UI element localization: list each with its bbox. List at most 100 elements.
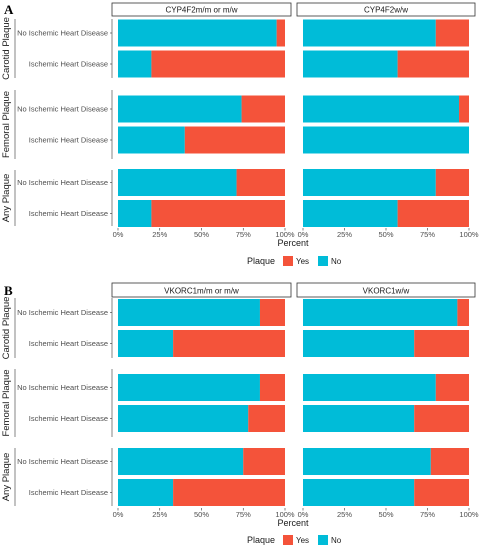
- legend-swatch-0-no: [318, 256, 328, 266]
- bar-yes-0-0-1-0: [241, 95, 285, 123]
- bar-no-0-1-1-1: [303, 126, 469, 154]
- bar-no-1-1-2-0: [303, 448, 431, 475]
- bar-yes-1-0-0-0: [259, 299, 285, 326]
- legend-label-0-yes: Yes: [296, 257, 309, 266]
- x-tick-label-0-0-4: 100%: [275, 230, 295, 239]
- x-tick-label-1-0-3: 75%: [236, 510, 251, 519]
- bar-yes-1-1-0-1: [414, 330, 469, 357]
- row-label-1-1-0: No Ischemic Heart Disease: [17, 383, 108, 392]
- bar-yes-1-0-2-1: [173, 479, 285, 506]
- x-tick-label-1-0-2: 50%: [194, 510, 209, 519]
- legend-label-1-yes: Yes: [296, 536, 309, 545]
- bar-yes-0-1-2-0: [435, 169, 469, 196]
- bar-yes-1-0-1-0: [259, 374, 285, 401]
- x-tick-label-1-1-3: 75%: [420, 510, 435, 519]
- bar-yes-1-1-1-0: [435, 374, 469, 401]
- facet-strip-1-1: [296, 282, 476, 298]
- row-label-1-0-0: No Ischemic Heart Disease: [17, 308, 108, 317]
- row-label-1-0-1: Ischemic Heart Disease: [29, 339, 108, 348]
- legend-label-0-no: No: [331, 257, 342, 266]
- facet-title-0-1: CYP4F2w/w: [364, 6, 408, 15]
- x-tick-label-0-1-3: 75%: [420, 230, 435, 239]
- facet-strip-0-0: [111, 2, 292, 17]
- bar-no-1-0-2-0: [118, 448, 244, 475]
- row-label-0-2-0: No Ischemic Heart Disease: [17, 178, 108, 187]
- bar-yes-0-0-2-1: [151, 200, 285, 227]
- bar-yes-0-1-2-1: [397, 200, 469, 227]
- bar-no-0-1-2-1: [303, 200, 398, 227]
- bar-no-1-0-0-0: [118, 299, 260, 326]
- x-axis-title-0: Percent: [277, 238, 309, 248]
- bar-no-0-1-2-0: [303, 169, 436, 196]
- row-label-0-1-1: Ischemic Heart Disease: [29, 136, 108, 145]
- facet-strip-0-1: [296, 2, 476, 17]
- legend-swatch-1-no: [318, 535, 328, 545]
- group-label-1-1: Femoral Plaque: [1, 369, 12, 436]
- row-label-0-1-0: No Ischemic Heart Disease: [17, 105, 108, 114]
- facet-title-0-0: CYP4F2m/m or m/w: [165, 6, 237, 15]
- x-tick-label-0-0-2: 50%: [194, 230, 209, 239]
- bar-no-1-1-0-0: [303, 299, 458, 326]
- x-tick-label-0-1-0: 0%: [298, 230, 309, 239]
- bar-no-1-0-2-1: [118, 479, 174, 506]
- row-label-0-0-1: Ischemic Heart Disease: [29, 60, 108, 69]
- x-tick-label-1-1-4: 100%: [459, 510, 479, 519]
- row-label-0-0-0: No Ischemic Heart Disease: [17, 29, 108, 38]
- bar-no-1-0-1-1: [118, 405, 249, 432]
- row-label-1-2-0: No Ischemic Heart Disease: [17, 457, 108, 466]
- row-label-1-2-1: Ischemic Heart Disease: [29, 488, 108, 497]
- bar-yes-1-0-2-0: [243, 448, 285, 475]
- x-tick-label-0-1-1: 25%: [337, 230, 352, 239]
- bar-no-0-0-0-1: [118, 50, 152, 78]
- x-tick-label-0-1-4: 100%: [459, 230, 479, 239]
- bar-yes-1-1-0-0: [457, 299, 469, 326]
- bar-no-0-1-1-0: [303, 95, 460, 123]
- group-label-1-0: Carotid Plaque: [1, 297, 12, 360]
- bar-no-0-0-2-0: [118, 169, 237, 196]
- x-tick-label-1-0-4: 100%: [275, 510, 295, 519]
- x-tick-label-0-0-3: 75%: [236, 230, 251, 239]
- bar-yes-0-0-0-1: [151, 50, 285, 78]
- bar-yes-1-1-2-0: [430, 448, 469, 475]
- group-label-0-0: Carotid Plaque: [1, 17, 12, 80]
- bar-yes-0-1-0-1: [397, 50, 469, 78]
- bar-no-1-1-2-1: [303, 479, 415, 506]
- panel-letter-B: B: [4, 283, 13, 298]
- x-tick-label-1-1-0: 0%: [298, 510, 309, 519]
- x-tick-label-0-0-1: 25%: [152, 230, 167, 239]
- x-tick-label-1-1-2: 50%: [378, 510, 393, 519]
- bar-no-1-1-0-1: [303, 330, 415, 357]
- row-label-1-1-1: Ischemic Heart Disease: [29, 414, 108, 423]
- legend-swatch-0-yes: [283, 256, 293, 266]
- bar-no-1-1-1-0: [303, 374, 436, 401]
- bar-no-1-0-0-1: [118, 330, 174, 357]
- facet-title-1-0: VKORC1m/m or m/w: [164, 287, 239, 296]
- x-axis-title-1: Percent: [277, 518, 309, 528]
- panel-letter-A: A: [4, 2, 14, 17]
- bar-yes-0-1-1-0: [459, 95, 469, 123]
- legend-title-0: Plaque: [247, 256, 275, 266]
- bar-yes-1-0-1-1: [248, 405, 285, 432]
- group-label-0-1: Femoral Plaque: [1, 91, 12, 158]
- legend-swatch-1-yes: [283, 535, 293, 545]
- bar-no-0-1-0-0: [303, 19, 436, 47]
- row-label-0-2-1: Ischemic Heart Disease: [29, 209, 108, 218]
- bar-no-1-1-1-1: [303, 405, 415, 432]
- facet-title-1-1: VKORC1w/w: [363, 287, 410, 296]
- bar-no-0-1-0-1: [303, 50, 398, 78]
- bar-yes-0-0-0-0: [276, 19, 285, 47]
- bar-yes-1-1-1-1: [414, 405, 469, 432]
- x-tick-label-1-1-1: 25%: [337, 510, 352, 519]
- bar-yes-0-0-1-1: [184, 126, 285, 154]
- group-label-0-2: Any Plaque: [1, 174, 12, 223]
- x-tick-label-1-0-1: 25%: [152, 510, 167, 519]
- x-tick-label-1-0-0: 0%: [113, 510, 124, 519]
- bar-yes-0-1-0-0: [435, 19, 469, 47]
- bar-yes-1-0-0-1: [173, 330, 285, 357]
- bar-no-0-0-0-0: [118, 19, 277, 47]
- x-tick-label-0-0-0: 0%: [113, 230, 124, 239]
- bar-no-0-0-2-1: [118, 200, 152, 227]
- group-label-1-2: Any Plaque: [1, 453, 12, 502]
- bar-yes-1-1-2-1: [414, 479, 469, 506]
- facet-strip-1-0: [111, 282, 292, 298]
